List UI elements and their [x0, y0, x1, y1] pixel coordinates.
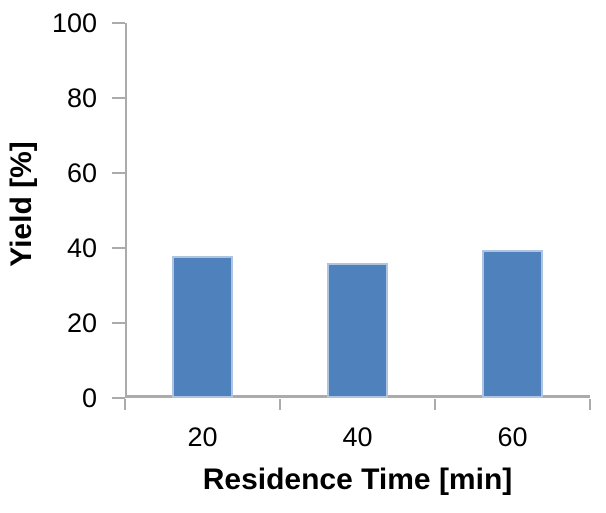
x-tick-mark: [279, 399, 281, 410]
y-tick-mark: [112, 22, 125, 24]
y-tick-mark: [112, 247, 125, 249]
x-tick-label: 20: [187, 422, 218, 452]
y-tick-mark: [112, 172, 125, 174]
x-tick-mark: [124, 399, 126, 410]
y-tick-label: 0: [81, 383, 97, 413]
y-tick-label: 60: [66, 158, 97, 188]
x-tick-label: 40: [342, 422, 373, 452]
x-tick-mark: [434, 399, 436, 410]
x-tick-label: 60: [497, 422, 528, 452]
x-axis-title: Residence Time [min]: [202, 463, 513, 496]
y-tick-label: 100: [51, 8, 97, 38]
bar: [172, 255, 233, 398]
bar: [482, 249, 543, 398]
y-tick-label: 80: [66, 83, 97, 113]
y-tick-mark: [112, 397, 125, 399]
y-tick-label: 40: [66, 233, 97, 263]
y-tick-mark: [112, 322, 125, 324]
x-tick-mark: [589, 399, 591, 410]
y-axis-title: Yield [%]: [5, 141, 38, 267]
y-tick-mark: [112, 97, 125, 99]
bar: [327, 263, 388, 398]
y-tick-label: 20: [66, 308, 97, 338]
